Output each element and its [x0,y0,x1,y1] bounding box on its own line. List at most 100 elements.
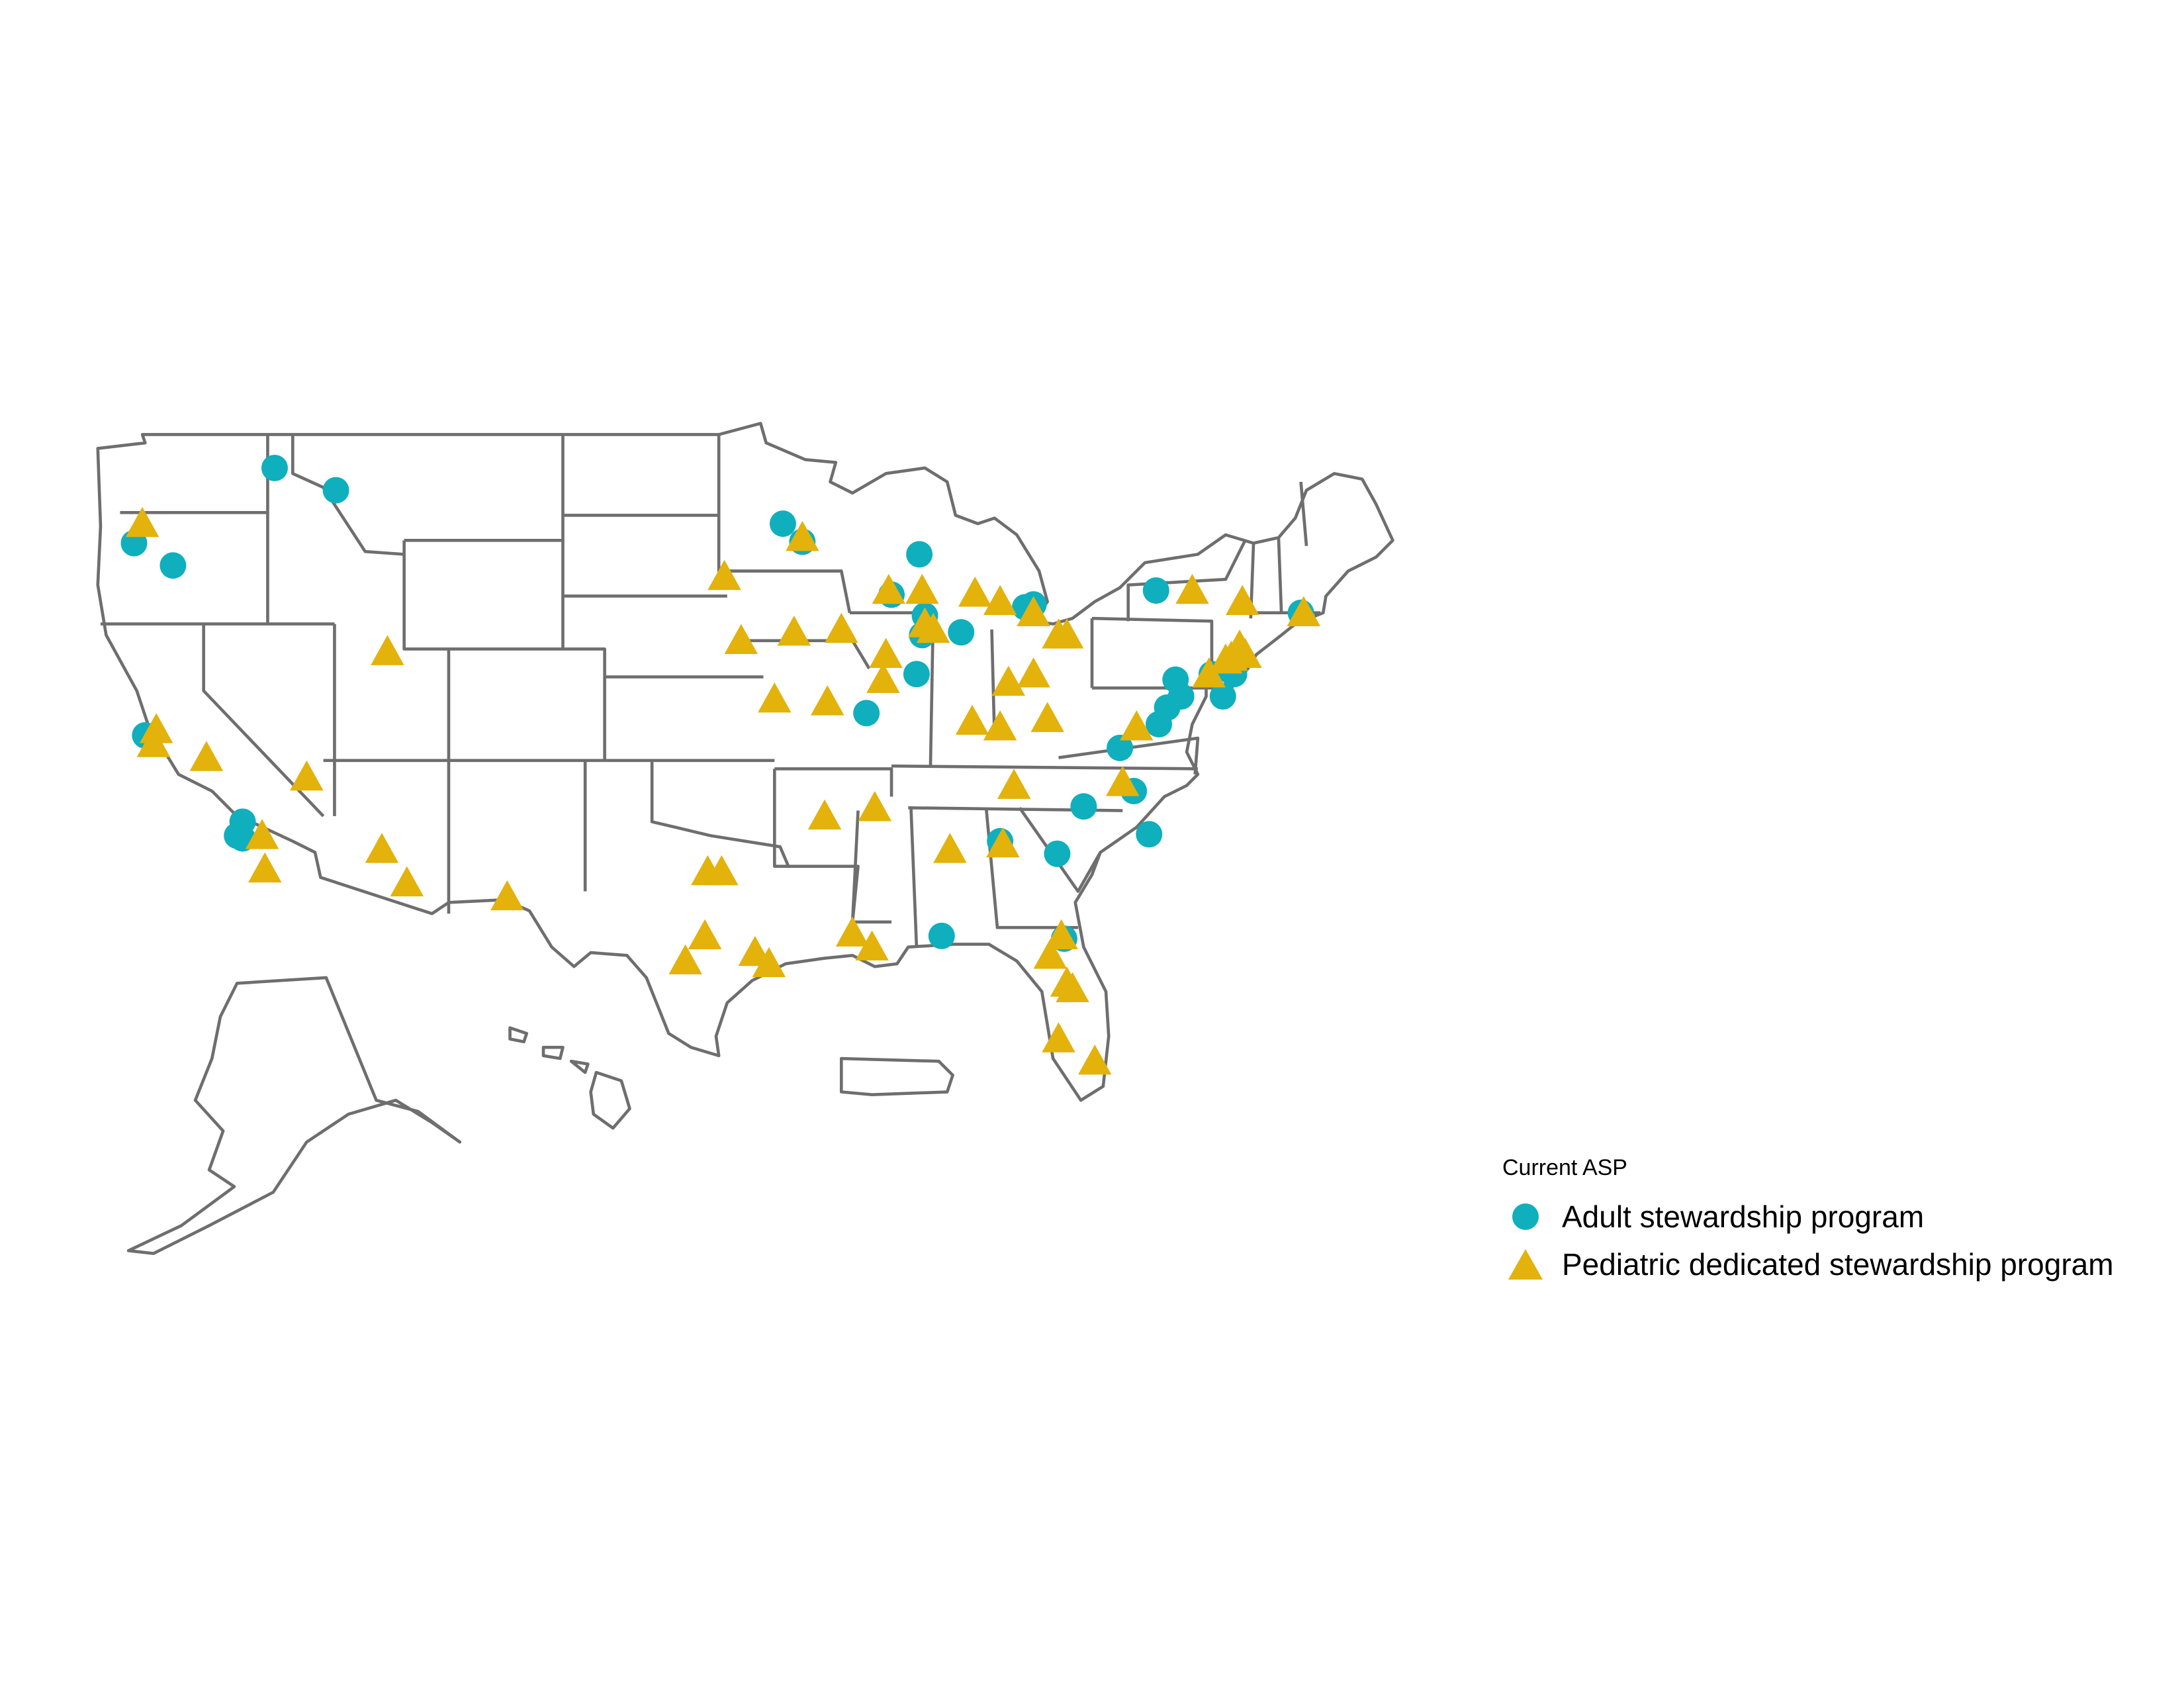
state-line-ny [1126,539,1247,622]
pediatric-program-marker [1017,657,1050,688]
pediatric-program-marker [777,615,811,646]
adult-program-marker [1070,793,1097,820]
adult-programs [120,454,1314,953]
state-borders [96,422,1394,1255]
pediatric-program-marker [1175,573,1209,604]
state-line-ky-tn [891,764,1198,812]
state-line-pa [1091,616,1214,690]
pediatric-program-marker [807,799,842,830]
adult-program-marker [853,700,880,727]
adult-program-marker [1146,711,1172,738]
state-line-ms-al [850,808,1078,947]
adult-program-marker [906,541,933,568]
adult-program-marker [769,510,796,538]
adult-program-marker [948,619,975,646]
adult-program-marker [1107,734,1134,761]
pediatric-program-marker [855,930,889,961]
state-line-dakotas [563,514,727,598]
pediatric-program-marker [707,559,741,590]
pediatric-program-marker [933,833,967,863]
pediatric-program-marker [1042,1022,1075,1053]
state-line-co [563,647,606,761]
state-line-mo-ar [774,767,893,797]
pediatric-program-marker [365,833,399,863]
state-line-va-nc [1058,736,1200,774]
adult-program-marker [1142,577,1169,604]
pediatric-program-marker [758,682,792,713]
pediatric-program-marker [986,827,1020,858]
pediatric-program-marker [688,919,722,950]
pediatric-program-marker [1044,919,1078,950]
pediatric-program-marker [290,760,324,791]
legend-title: Current ASP [1502,1155,1627,1180]
pediatric-program-marker [705,855,739,886]
hawaii-outline [508,1026,631,1130]
pediatric-program-marker [245,819,279,849]
state-line-ok-tx [650,760,790,867]
adult-program-marker [1044,840,1071,867]
pediatric-program-marker [125,506,159,538]
pediatric-program-marker [983,710,1017,741]
pediatric-program-marker [1056,972,1089,1003]
pediatric-program-marker [1017,596,1050,626]
pediatric-program-marker [490,880,524,911]
adult-program-marker [1136,821,1163,848]
state-line-ne-ks [585,675,775,763]
legend-label-pediatric: Pediatric dedicated stewardship program [1562,1247,2114,1282]
state-line-in-oh [990,618,1094,739]
pediatric-program-marker [1214,640,1248,671]
pediatric-program-marker [1192,657,1226,688]
pediatric-program-marker [1225,585,1259,616]
pediatric-program-marker [139,713,173,743]
pediatric-program-marker [872,573,906,604]
pediatric-program-marker [1077,1044,1112,1075]
state-line-wy [402,540,565,651]
us-outline [96,422,1394,1102]
pediatric-program-marker [983,585,1017,616]
legend: Current ASP Adult stewardship program Pe… [1502,1155,2114,1288]
pediatric-program-marker [668,944,702,974]
pediatric-program-marker [869,637,903,669]
pediatric-program-marker [752,947,786,978]
pediatric-program-marker [905,573,939,604]
adult-program-marker [903,661,930,688]
pediatric-program-marker [811,685,844,716]
legend-triangle-icon [1502,1244,1549,1284]
pediatric-program-marker [371,635,404,665]
legend-circle-icon [1502,1197,1549,1237]
pediatric-program-marker [390,866,424,897]
pediatric-program-marker [136,727,171,757]
pediatric-program-marker [955,704,989,735]
pediatric-program-marker [997,769,1031,799]
pediatric-program-marker [1120,710,1154,741]
state-line-new-england [1249,481,1321,619]
state-line-ga-sc [1018,806,1102,893]
pediatric-program-marker [858,791,892,821]
state-line-mn-ia [717,434,852,614]
pediatric-program-marker [1050,618,1084,649]
adult-program-marker [928,922,955,949]
pediatric-program-marker [958,577,992,607]
pediatric-program-marker [916,612,950,643]
pediatric-program-marker [1106,766,1140,796]
pediatric-program-marker [835,916,870,947]
pediatric-program-marker [1287,596,1321,626]
state-line-ar-la [772,769,892,924]
pediatric-program-marker [1033,939,1068,969]
pediatric-program-marker [991,665,1026,696]
adult-program-marker [261,454,288,481]
puerto-rico-outline [839,1056,954,1097]
pediatric-program-marker [1030,702,1064,732]
pediatric-program-marker [825,612,858,643]
pediatric-program-marker [189,741,224,771]
pediatric-program-marker [248,852,282,883]
pediatric-program-marker [786,520,819,551]
pediatric-program-marker [866,663,900,693]
pediatric-program-marker [724,624,758,655]
legend-label-adult: Adult stewardship program [1562,1199,1925,1234]
alaska-outline [126,976,462,1255]
legend-item-pediatric: Pediatric dedicated stewardship program [1502,1241,2114,1288]
state-line-nv [202,624,325,818]
adult-program-marker [159,552,187,579]
